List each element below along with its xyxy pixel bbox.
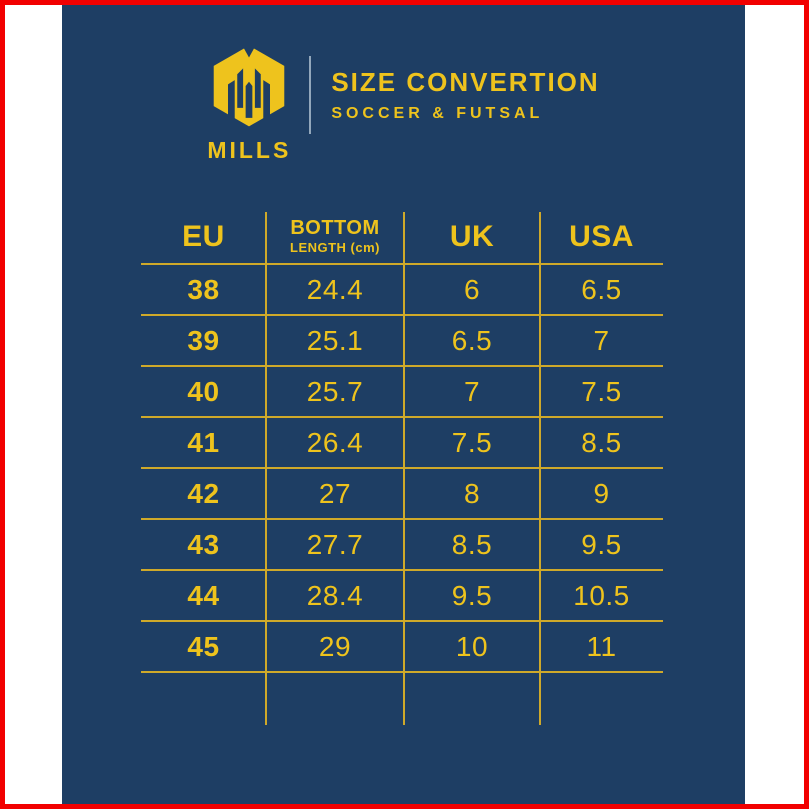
mills-hexagon-icon [214, 42, 285, 127]
table-cell: 41 [187, 426, 220, 458]
col-header-sublabel: LENGTH (cm) [290, 239, 380, 255]
table-row: 39 25.1 6.5 7 [141, 316, 663, 367]
mills-logo: MILLS [207, 39, 291, 164]
header-divider [309, 55, 312, 134]
table-row: 44 28.4 9.5 10.5 [141, 571, 663, 622]
table-header-row: EU BOTTOM LENGTH (cm) UK USA [141, 210, 663, 265]
table-row: 40 25.7 7 7.5 [141, 367, 663, 418]
table-cell: 11 [586, 630, 617, 662]
col-header-label: BOTTOM [290, 216, 380, 239]
table-cell: 7 [463, 375, 481, 407]
mills-wordmark: MILLS [207, 137, 292, 163]
table-cell: 9 [593, 477, 610, 509]
table-cell: 8 [463, 477, 481, 509]
table-row: 38 24.4 6 6.5 [141, 265, 663, 316]
vertical-grid-line [539, 212, 541, 725]
table-cell: 7.5 [451, 426, 493, 458]
table-cell: 9.5 [581, 528, 622, 560]
col-header-label: USA [569, 219, 634, 253]
table-cell: 27.7 [306, 528, 364, 560]
table-cell: 40 [187, 375, 220, 407]
table-cell: 10.5 [573, 579, 630, 611]
col-header-label: EU [182, 219, 225, 253]
col-header-eu: EU [141, 210, 266, 263]
table-cell: 29 [318, 630, 352, 662]
table-cell: 45 [187, 630, 220, 662]
col-header-usa: USA [540, 210, 663, 263]
vertical-grid-line [403, 212, 405, 725]
table-row: 42 27 8 9 [141, 469, 663, 520]
col-header-bottom-length: BOTTOM LENGTH (cm) [266, 210, 404, 263]
size-table: EU BOTTOM LENGTH (cm) UK USA 38 24.4 6 6.5 3… [141, 210, 663, 725]
table-cell: 9.5 [451, 579, 493, 611]
col-header-label: UK [449, 219, 495, 253]
table-cell: 6.5 [581, 273, 622, 305]
brand-header: MILLS SIZE CONVERTION SOCCER & FUTSAL [62, 39, 745, 164]
table-cell: 43 [187, 528, 220, 560]
table-cell: 8.5 [581, 426, 622, 458]
table-body: 38 24.4 6 6.5 39 25.1 6.5 7 40 25.7 7 7.5 41 26.4 7.5 8… [141, 265, 663, 673]
table-cell: 25.1 [306, 324, 364, 356]
blue-panel: MILLS SIZE CONVERTION SOCCER & FUTSAL EU… [62, 5, 745, 804]
table-cell: 28.4 [306, 579, 364, 611]
table-cell: 44 [187, 579, 220, 611]
table-tail-space [141, 673, 663, 725]
col-header-uk: UK [404, 210, 540, 263]
table-cell: 7 [593, 324, 610, 356]
table-cell: 7.5 [581, 375, 622, 407]
vertical-grid-line [265, 212, 267, 725]
table-cell: 10 [455, 630, 489, 662]
table-cell: 24.4 [306, 273, 364, 305]
table-cell: 38 [187, 273, 220, 305]
table-row: 45 29 10 11 [141, 622, 663, 673]
table-row: 41 26.4 7.5 8.5 [141, 418, 663, 469]
table-row: 43 27.7 8.5 9.5 [141, 520, 663, 571]
table-cell: 8.5 [451, 528, 493, 560]
table-cell: 39 [187, 324, 220, 356]
page-subtitle: SOCCER & FUTSAL [331, 104, 544, 122]
table-cell: 6.5 [451, 324, 493, 356]
table-cell: 26.4 [306, 426, 364, 458]
page-title: SIZE CONVERTION [331, 66, 600, 97]
table-cell: 25.7 [306, 375, 364, 407]
title-block: SIZE CONVERTION SOCCER & FUTSAL [331, 67, 599, 137]
table-cell: 6 [463, 273, 481, 305]
table-cell: 42 [187, 477, 220, 509]
table-cell: 27 [318, 477, 352, 509]
